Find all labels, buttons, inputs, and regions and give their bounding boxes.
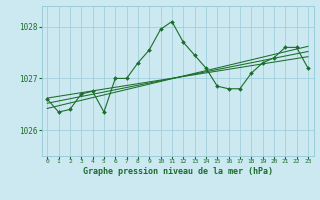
X-axis label: Graphe pression niveau de la mer (hPa): Graphe pression niveau de la mer (hPa) xyxy=(83,167,273,176)
